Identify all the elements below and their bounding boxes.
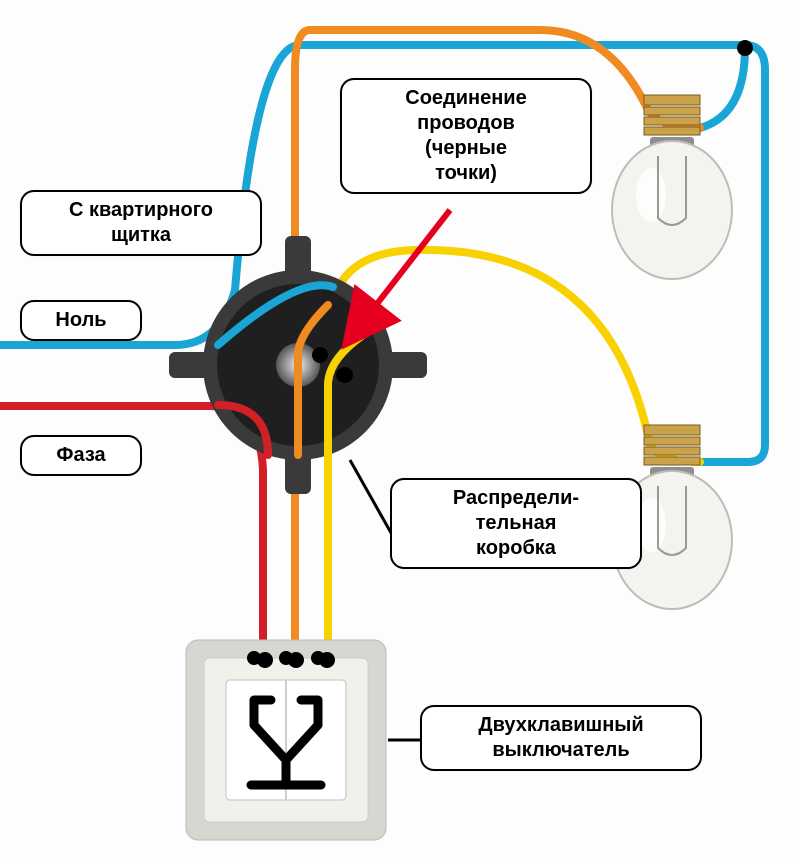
connection-node (257, 652, 273, 668)
connection-node (288, 652, 304, 668)
pointer-arrow (345, 210, 450, 345)
label-junction-box: Распредели-тельнаякоробка (390, 478, 642, 569)
connection-node (312, 347, 328, 363)
label-neutral: Ноль (20, 300, 142, 341)
label-phase: Фаза (20, 435, 142, 476)
connection-node (337, 367, 353, 383)
two-key-switch (186, 640, 386, 840)
label-wire-junction: Соединениепроводов(черныеточки) (340, 78, 592, 194)
connection-node (737, 40, 753, 56)
label-switch: Двухклавишныйвыключатель (420, 705, 702, 771)
junction-box (169, 236, 427, 494)
label-from-panel: С квартирногощитка (20, 190, 262, 256)
connection-node (319, 652, 335, 668)
